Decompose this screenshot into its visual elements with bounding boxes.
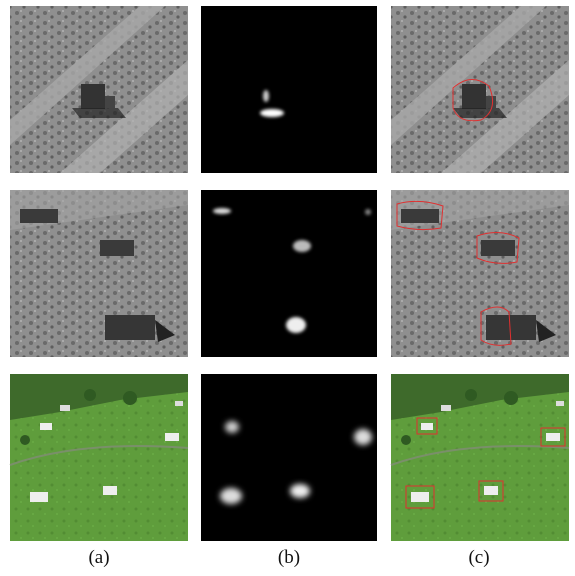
blob (213, 208, 231, 214)
blob (220, 488, 242, 504)
image-c3 (391, 374, 569, 541)
blob (286, 317, 306, 333)
figure: (a) (b) (c) (0, 0, 575, 571)
image-a1 (10, 6, 188, 173)
blob (290, 484, 310, 498)
blob (225, 421, 239, 433)
saliency-map-3 (201, 374, 377, 541)
saliency-map-2 (201, 190, 377, 357)
image-a3 (10, 374, 188, 541)
image-c1 (391, 6, 569, 173)
blob (354, 429, 372, 445)
blob (263, 90, 269, 102)
blob (293, 240, 311, 252)
detection-column (391, 6, 569, 541)
caption: (c) (468, 547, 489, 568)
caption: (b) (278, 547, 300, 568)
saliency-column (201, 6, 377, 541)
blob (260, 109, 284, 117)
caption: (a) (88, 547, 109, 568)
image-c2 (391, 190, 569, 357)
saliency-map-1 (201, 6, 377, 173)
image-a2 (10, 190, 188, 357)
blob (365, 209, 371, 215)
